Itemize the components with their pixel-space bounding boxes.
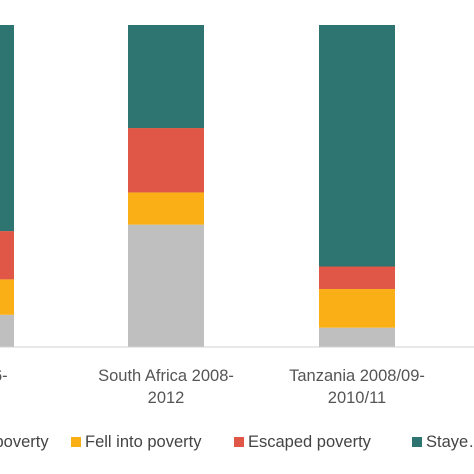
x-tick-label-3-1: Tanzania 2008/09- [289, 367, 425, 385]
bar-segment-3-2 [319, 289, 395, 328]
x-tick-label-3-2: 2010/11 [328, 389, 386, 407]
bar-segment-1-4 [0, 25, 14, 232]
bar-segment-2-1 [128, 224, 204, 347]
x-tick-label-2-2: 2012 [148, 389, 185, 407]
bar-segment-2-2 [128, 192, 204, 225]
legend-swatch-3 [234, 437, 244, 447]
x-tick-label-1-1: …05/06- [0, 367, 8, 385]
bar-segment-2-3 [128, 128, 204, 193]
legend-label-4: Staye… [426, 433, 474, 451]
legend-label-3: Escaped poverty [248, 433, 372, 451]
legend-label-2: Fell into poverty [85, 433, 202, 451]
legend: …poverty Fell into poverty Escaped poverty… [0, 433, 474, 451]
bars-group [0, 25, 395, 347]
bar-segment-3-4 [319, 25, 395, 267]
x-tick-label-2-1: South Africa 2008- [98, 367, 234, 385]
legend-label-1: …poverty [0, 433, 49, 451]
legend-swatch-2 [71, 437, 81, 447]
bar-segment-3-3 [319, 266, 395, 290]
bar-segment-1-1 [0, 314, 14, 347]
bar-segment-2-4 [128, 25, 204, 129]
bar-segment-1-2 [0, 279, 14, 315]
bar-segment-1-3 [0, 231, 14, 280]
legend-swatch-4 [412, 437, 422, 447]
bar-segment-3-1 [319, 327, 395, 347]
x-axis-labels: …05/06-…0South Africa 2008-2012Tanzania … [0, 367, 425, 407]
